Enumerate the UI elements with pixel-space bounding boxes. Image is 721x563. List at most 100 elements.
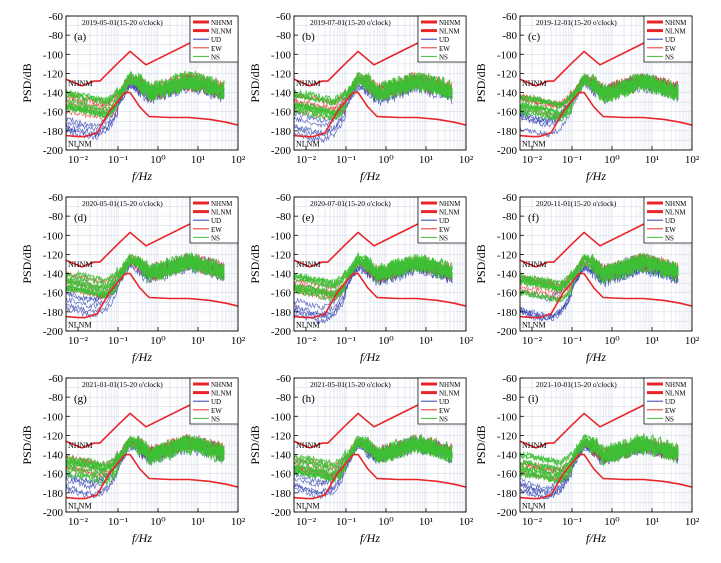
nhnm-annotation: NHNM — [522, 441, 546, 450]
y-tick-label: -60 — [48, 11, 63, 23]
nhnm-curve — [294, 400, 427, 449]
axes-frame — [293, 377, 467, 513]
panel-title: 2021-10-01(15-20 o'clock) — [536, 380, 617, 389]
x-tick-label: 10² — [231, 516, 246, 528]
x-tick-label: 10² — [459, 335, 474, 347]
x-axis-label: f/Hz — [360, 531, 380, 545]
nlnm-curve — [294, 91, 466, 138]
panel-label: (c) — [528, 31, 541, 43]
legend-label: NHNM — [665, 19, 687, 27]
x-tick-label: 10² — [685, 516, 700, 528]
series-ns-trace — [294, 251, 453, 287]
x-tick-label: 10¹ — [419, 154, 433, 166]
legend-label: NLNM — [665, 28, 686, 36]
legend-label: UD — [211, 36, 221, 44]
y-tick-label: -200 — [497, 145, 518, 157]
legend-label: NLNM — [439, 28, 460, 36]
legend-label: NLNM — [211, 209, 232, 217]
psd-panel: -60 -80 -100 -120 -140 -160 -180 -200 10⁻² 10⁻¹ 10… — [248, 192, 474, 364]
y-tick-label: -200 — [497, 326, 518, 338]
legend-label: EW — [439, 226, 450, 234]
legend-label: NS — [211, 234, 220, 242]
y-tick-label: -100 — [271, 411, 292, 423]
y-axis-label: PSD/dB — [474, 244, 488, 283]
legend-label: NS — [439, 234, 448, 242]
nlnm-annotation: NLNM — [522, 501, 546, 510]
x-axis-label: f/Hz — [360, 169, 380, 183]
axes-frame — [519, 15, 693, 151]
y-tick-label: -120 — [271, 430, 292, 442]
y-tick-label: -120 — [497, 249, 518, 261]
series-area — [520, 38, 692, 138]
y-tick-label: -120 — [43, 249, 64, 261]
x-tick-label: 10⁻² — [68, 516, 89, 528]
psd-panel: -60 -80 -100 -120 -140 -160 -180 -200 10⁻² 10⁻¹ 10… — [20, 11, 246, 183]
y-tick-label: -120 — [271, 68, 292, 80]
legend-label: NS — [665, 234, 674, 242]
legend-label: NHNM — [439, 381, 461, 389]
y-tick-label: -120 — [43, 430, 64, 442]
x-tick-label: 10⁻¹ — [562, 335, 582, 347]
y-tick-label: -180 — [497, 126, 518, 138]
series-ns-trace — [66, 436, 225, 474]
y-tick-label: -140 — [43, 88, 64, 100]
nlnm-curve — [66, 453, 238, 500]
legend-label: EW — [665, 45, 676, 53]
nlnm-curve — [520, 453, 692, 500]
nlnm-annotation: NLNM — [522, 139, 546, 148]
nhnm-annotation: NHNM — [68, 79, 92, 88]
legend-label: NLNM — [665, 209, 686, 217]
y-tick-label: -120 — [497, 430, 518, 442]
y-tick-label: -100 — [43, 411, 64, 423]
legend-label: NHNM — [665, 381, 687, 389]
x-tick-label: 10⁻² — [522, 516, 543, 528]
series-area — [294, 400, 466, 500]
y-tick-label: -120 — [497, 68, 518, 80]
psd-panel: -60 -80 -100 -120 -140 -160 -180 -200 10⁻² 10⁻¹ 10… — [20, 373, 246, 545]
x-axis-label: f/Hz — [132, 169, 152, 183]
y-tick-label: -100 — [271, 49, 292, 61]
y-tick-label: -200 — [271, 145, 292, 157]
y-tick-label: -160 — [497, 469, 518, 481]
y-tick-label: -160 — [497, 288, 518, 300]
panel-title: 2020-07-01(15-20 o'clock) — [310, 199, 391, 208]
panel-label: (e) — [302, 212, 315, 224]
x-tick-label: 10¹ — [419, 335, 433, 347]
y-tick-label: -80 — [276, 211, 291, 223]
series-ns-trace — [520, 79, 679, 121]
y-tick-label: -160 — [43, 288, 64, 300]
series-ns-trace — [294, 259, 453, 302]
y-tick-label: -160 — [497, 107, 518, 119]
series-ns-trace — [520, 253, 679, 291]
legend-label: UD — [439, 36, 449, 44]
x-tick-label: 10¹ — [645, 335, 659, 347]
nhnm-annotation: NHNM — [68, 260, 92, 269]
nlnm-curve — [520, 91, 692, 138]
y-tick-label: -180 — [271, 307, 292, 319]
x-tick-label: 10⁰ — [150, 516, 166, 528]
x-axis-label: f/Hz — [132, 350, 152, 364]
series-ud-trace — [294, 262, 453, 324]
series-ns-trace — [520, 438, 679, 479]
nhnm-curve — [294, 219, 427, 268]
nhnm-annotation: NHNM — [522, 79, 546, 88]
legend-label: EW — [211, 407, 222, 415]
legend-label: NHNM — [211, 381, 233, 389]
psd-panel: -60 -80 -100 -120 -140 -160 -180 -200 10⁻² 10⁻¹ 10… — [248, 373, 474, 545]
y-tick-label: -80 — [502, 30, 517, 42]
panel-title: 2020-05-01(15-20 o'clock) — [82, 199, 163, 208]
y-tick-label: -60 — [276, 192, 291, 204]
legend-label: NS — [439, 53, 448, 61]
nhnm-annotation: NHNM — [296, 260, 320, 269]
legend-label: NHNM — [665, 200, 687, 208]
nhnm-annotation: NHNM — [522, 260, 546, 269]
series-area — [66, 219, 238, 319]
series-ns-trace — [294, 77, 453, 118]
y-tick-label: -180 — [43, 307, 64, 319]
panel-label: (f) — [528, 212, 539, 224]
